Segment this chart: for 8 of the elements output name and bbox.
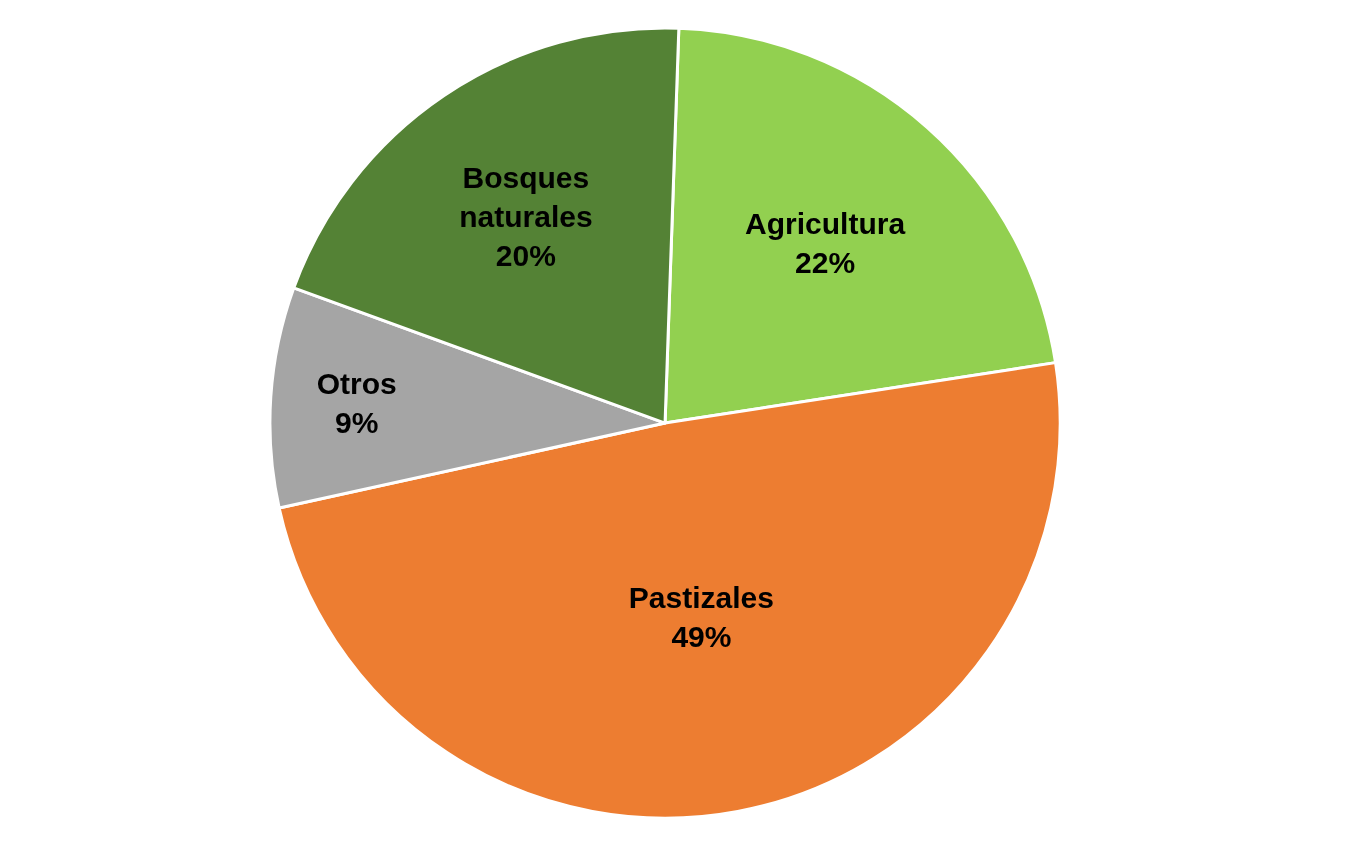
- slice-label: Otros: [316, 366, 397, 400]
- slice-label: Pastizales: [628, 581, 774, 615]
- data-label: 20%: [495, 239, 556, 273]
- data-label: 9%: [335, 405, 379, 439]
- data-label: 49%: [671, 620, 732, 654]
- slice-label: Agricultura: [745, 206, 906, 240]
- slice-label: Bosques naturales: [459, 161, 593, 234]
- data-label: 22%: [795, 245, 856, 279]
